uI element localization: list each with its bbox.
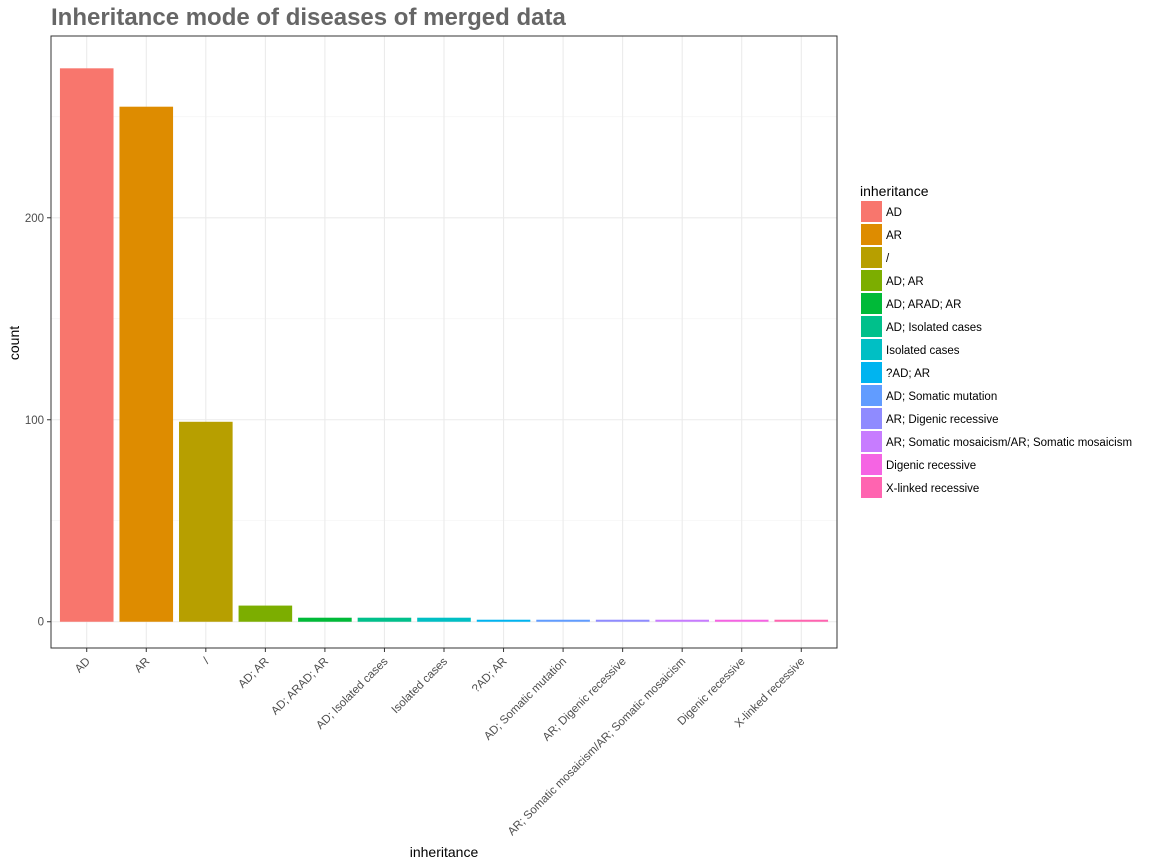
legend-key	[861, 316, 882, 337]
x-tick-label: Isolated cases	[390, 655, 451, 716]
legend-key	[861, 431, 882, 452]
x-tick-labels: AD AR / AD; ARAD; ARAD; ARAD; Isolated case…	[73, 648, 807, 838]
y-tick-label: 100	[25, 415, 44, 427]
bar	[59, 68, 114, 622]
bar	[774, 619, 829, 622]
legend-label: AD; Somatic mutation	[886, 391, 997, 403]
legend-key	[861, 270, 882, 291]
legend-label: AR; Somatic mosaicism/AR; Somatic mosaic…	[886, 437, 1132, 449]
legend-key	[861, 408, 882, 429]
legend-label: AD	[886, 207, 902, 219]
legend-label: Digenic recessive	[886, 460, 976, 472]
legend-key	[861, 224, 882, 245]
bar	[595, 619, 650, 622]
legend-key	[861, 385, 882, 406]
legend-label: /	[886, 253, 890, 265]
x-axis-title: inheritance	[410, 844, 479, 860]
bar	[417, 617, 471, 622]
y-tick-label: 200	[25, 213, 44, 225]
legend-key	[861, 293, 882, 314]
x-tick-label: AD; ARAD; AR	[269, 656, 331, 718]
x-tick-label: /	[201, 655, 212, 666]
bar	[119, 106, 174, 622]
bar	[714, 619, 769, 622]
y-tick-labels: 0 100 200	[25, 213, 51, 629]
y-axis-title: count	[6, 326, 22, 360]
legend-key	[861, 201, 882, 222]
x-tick-label: ?AD; AR	[470, 656, 510, 696]
y-tick-label: 0	[38, 617, 44, 629]
bar	[476, 619, 531, 622]
plot-area	[50, 35, 838, 649]
legend-label: X-linked recessive	[886, 483, 979, 495]
bar	[655, 619, 709, 622]
x-tick-label: AD; AR	[236, 656, 271, 691]
bar	[179, 421, 233, 622]
legend-key	[861, 339, 882, 360]
bar	[298, 617, 352, 622]
bar	[238, 605, 293, 622]
legend-key	[861, 247, 882, 268]
legend-label: AD; AR	[886, 276, 924, 288]
legend-key	[861, 362, 882, 383]
x-tick-label: AD	[73, 656, 93, 676]
legend-label: ?AD; AR	[886, 368, 930, 380]
legend-key	[861, 454, 882, 475]
legend-label: AD; Isolated cases	[886, 322, 982, 334]
bar	[536, 619, 590, 622]
legend-label: AD; ARAD; AR	[886, 299, 961, 311]
legend-label: AR; Digenic recessive	[886, 414, 998, 426]
bar	[357, 617, 412, 622]
x-tick-label: AR	[133, 656, 153, 676]
legend-label: AR	[886, 230, 902, 242]
legend-title: inheritance	[860, 183, 929, 199]
chart-title: Inheritance mode of diseases of merged d…	[51, 4, 566, 31]
legend-key	[861, 477, 882, 498]
legend-label: Isolated cases	[886, 345, 960, 357]
